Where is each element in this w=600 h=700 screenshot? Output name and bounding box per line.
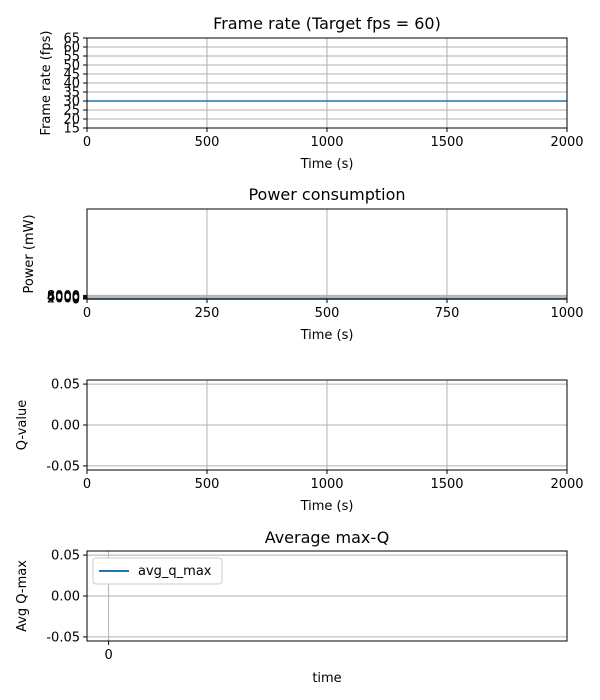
x-tick-label: 0 (83, 306, 91, 321)
y-tick-label: 0.00 (51, 590, 80, 605)
x-tick-label: 2000 (550, 135, 583, 150)
y-tick-label: 8000 (47, 289, 80, 304)
frame-rate-ylabel: Frame rate (fps) (39, 31, 54, 136)
q-value-xlabel: Time (s) (300, 499, 354, 514)
y-tick-label: 35 (63, 86, 80, 101)
y-tick-label: 15 (63, 122, 80, 137)
q-value-chart: 0 500 1000 1500 2000 0.05 0.00 -0.05 Time (s) Q… (15, 378, 584, 514)
legend-frame (92, 557, 223, 585)
y-tick-label: 50 (63, 59, 80, 74)
y-tick-label: 0 (72, 293, 80, 308)
q-value-ylabel: Q-value (15, 400, 30, 450)
y-tick-label: 30 (63, 95, 80, 110)
avg-max-q-chart: Average max-Q 0 0.05 0.00 -0.05 time Avg Q-… (15, 528, 568, 686)
x-tick-label: 1000 (310, 477, 343, 492)
avg-max-q-xlabel: time (312, 671, 341, 686)
power-chart: Power consumption 0 250 500 750 1000 02000400… (22, 185, 584, 343)
y-tick-label: 65 (63, 32, 80, 47)
x-tick-label: 250 (195, 306, 220, 321)
y-tick-label: 55 (63, 50, 80, 65)
x-tick-label: 1500 (430, 135, 463, 150)
x-tick-label: 500 (195, 477, 220, 492)
frame-rate-chart: Frame rate (Target fps = 60) 0 500 1000 150… (39, 14, 584, 172)
y-tick-label: 6000 (47, 290, 80, 305)
y-tick-label: 20 (63, 113, 80, 128)
frame-rate-grid (86, 37, 568, 129)
y-tick-label: 0.00 (51, 419, 80, 434)
power-ylabel: Power (mW) (22, 214, 37, 293)
y-tick-label: 45 (63, 68, 80, 83)
y-tick-label: 40 (63, 77, 80, 92)
q-value-ticks: 0 500 1000 1500 2000 0.05 0.00 -0.05 (46, 378, 583, 492)
x-tick-label: 0 (104, 648, 112, 663)
x-tick-label: 750 (435, 306, 460, 321)
x-tick-label: 500 (195, 135, 220, 150)
frame-rate-xlabel: Time (s) (300, 157, 354, 172)
x-tick-label: 0 (83, 135, 91, 150)
avg-max-q-ylabel: Avg Q-max (15, 560, 30, 632)
y-tick-label: -0.05 (46, 630, 80, 645)
x-tick-label: 500 (315, 306, 340, 321)
q-value-grid (86, 380, 568, 470)
y-tick-label: 4000 (47, 291, 80, 306)
power-title: Power consumption (248, 185, 405, 204)
frame-rate-title: Frame rate (Target fps = 60) (213, 14, 441, 33)
y-tick-label: 60 (63, 41, 80, 56)
x-tick-label: 1000 (310, 135, 343, 150)
avg-max-q-ticks: 0 0.05 0.00 -0.05 (46, 549, 112, 663)
power-grid (86, 209, 568, 300)
y-tick-label: 0.05 (51, 549, 80, 564)
x-tick-label: 2000 (550, 477, 583, 492)
x-tick-label: 0 (83, 477, 91, 492)
y-tick-label: 2000 (47, 292, 80, 307)
x-tick-label: 1500 (430, 477, 463, 492)
y-tick-label: 25 (63, 104, 80, 119)
avg-max-q-legend: avg_q_max (92, 557, 223, 585)
legend-label-avg-q-max: avg_q_max (138, 564, 212, 579)
avg-max-q-title: Average max-Q (265, 528, 390, 547)
x-tick-label: 1000 (550, 306, 583, 321)
y-tick-label: 0.05 (51, 378, 80, 393)
power-xlabel: Time (s) (300, 328, 354, 343)
y-tick-label: -0.05 (46, 459, 80, 474)
